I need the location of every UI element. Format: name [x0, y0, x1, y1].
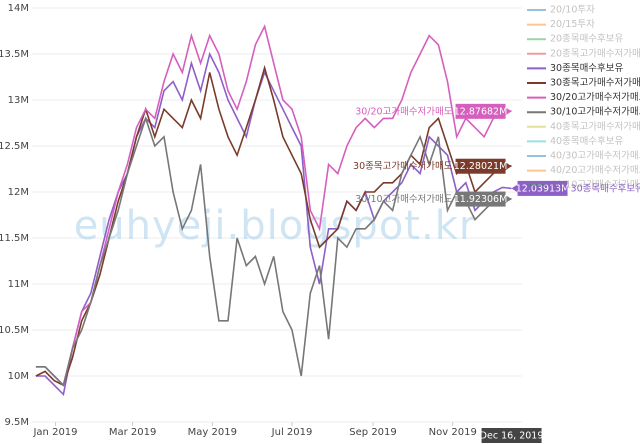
x-tick-label: Nov 2019 [429, 427, 477, 438]
legend-item[interactable]: 20/10투자 [527, 5, 595, 16]
legend-item[interactable]: 40/20고가매수저가매도 [527, 165, 640, 176]
legend-label: 40/20고가매수저가매도 [550, 165, 640, 176]
legend-label: 40/30고가매수저가매도 [550, 151, 640, 162]
y-tick-label: 10M [8, 371, 29, 382]
legend-label: 40/10고가매수저가매도 [550, 180, 640, 191]
legend-label: 30종목매수후보유 [550, 63, 624, 74]
hover-x-text: Dec 16, 2019 [480, 431, 544, 442]
hover-box [517, 180, 568, 196]
legend-label: 20종목매수후보유 [550, 34, 624, 45]
watermark: euhyeji.blogspot.kr [74, 203, 477, 249]
hover-pointer [505, 195, 512, 204]
y-tick-label: 12M [8, 187, 29, 198]
hover-value: 11.92306M [454, 194, 508, 205]
hover-name: 30종목고가매수저가매도 [353, 161, 453, 172]
hover-box [455, 103, 506, 119]
hover-value: 12.28021M [454, 161, 508, 172]
hover-box [455, 158, 506, 174]
y-tick-label: 9.5M [4, 417, 29, 428]
legend-item[interactable]: 40/10고가매수저가매도 [527, 180, 640, 191]
x-tick-label: May 2019 [188, 427, 237, 438]
legend-label: 20/10투자 [550, 5, 595, 16]
legend-item[interactable]: 20/15투자 [527, 19, 595, 30]
legend-item[interactable]: 30종목고가매수저가매도 [527, 78, 640, 89]
y-tick-label: 11M [8, 279, 29, 290]
y-tick-label: 11.5M [0, 233, 29, 244]
x-tick-label: Mar 2019 [109, 427, 157, 438]
hover-name: 30/10고가매수저가매도 [355, 194, 453, 205]
hover-pointer [505, 162, 512, 171]
x-tick-label: Jul 2019 [271, 427, 313, 438]
hover-pointer [511, 184, 518, 193]
legend-item[interactable]: 40/30고가매수저가매도 [527, 151, 640, 162]
legend-label: 30/20고가매수저가매도 [550, 92, 640, 103]
legend-item[interactable]: 40종목고가매수저가매도 [527, 121, 640, 132]
legend-item[interactable]: 20종목매수후보유 [527, 34, 624, 45]
legend-label: 30/10고가매수저가매도 [550, 107, 640, 118]
x-tick-label: Jan 2019 [32, 427, 77, 438]
hover-x-box [481, 428, 542, 443]
hover-value: 12.87682M [454, 106, 508, 117]
hover-pointer [505, 107, 512, 116]
hover-x-label: Dec 16, 2019 [480, 428, 544, 443]
legend-item[interactable]: 20종목고가매수저가매도 [527, 48, 640, 59]
hover-box [455, 191, 506, 207]
legend-item[interactable]: 40종목매수후보유 [527, 136, 624, 147]
y-tick-label: 12.5M [0, 141, 29, 152]
legend-label: 20/15투자 [550, 19, 595, 30]
legend-label: 40종목고가매수저가매도 [550, 121, 640, 132]
series-line [35, 115, 512, 387]
hover-label: 12.03913M 30종목매수후보유 [511, 180, 640, 196]
x-tick-label: Sep 2019 [349, 427, 396, 438]
hover-name: 30/20고가매수저가매도 [355, 106, 453, 117]
hover-value: 12.03913M [516, 183, 570, 194]
series-line [35, 64, 512, 387]
series-line [35, 24, 512, 387]
y-tick-label: 10.5M [0, 325, 29, 336]
legend-item[interactable]: 30/20고가매수저가매도 [527, 92, 640, 103]
legend-label: 30종목고가매수저가매도 [550, 78, 640, 89]
legend-item[interactable]: 30종목매수후보유 [527, 63, 624, 74]
y-tick-label: 13M [8, 95, 29, 106]
y-tick-label: 14M [8, 3, 29, 14]
legend-label: 20종목고가매수저가매도 [550, 48, 640, 59]
hover-name: 30종목매수후보유 [571, 183, 640, 194]
legend-label: 40종목매수후보유 [550, 136, 624, 147]
legend-item[interactable]: 30/10고가매수저가매도 [527, 107, 640, 118]
y-tick-label: 13.5M [0, 49, 29, 60]
